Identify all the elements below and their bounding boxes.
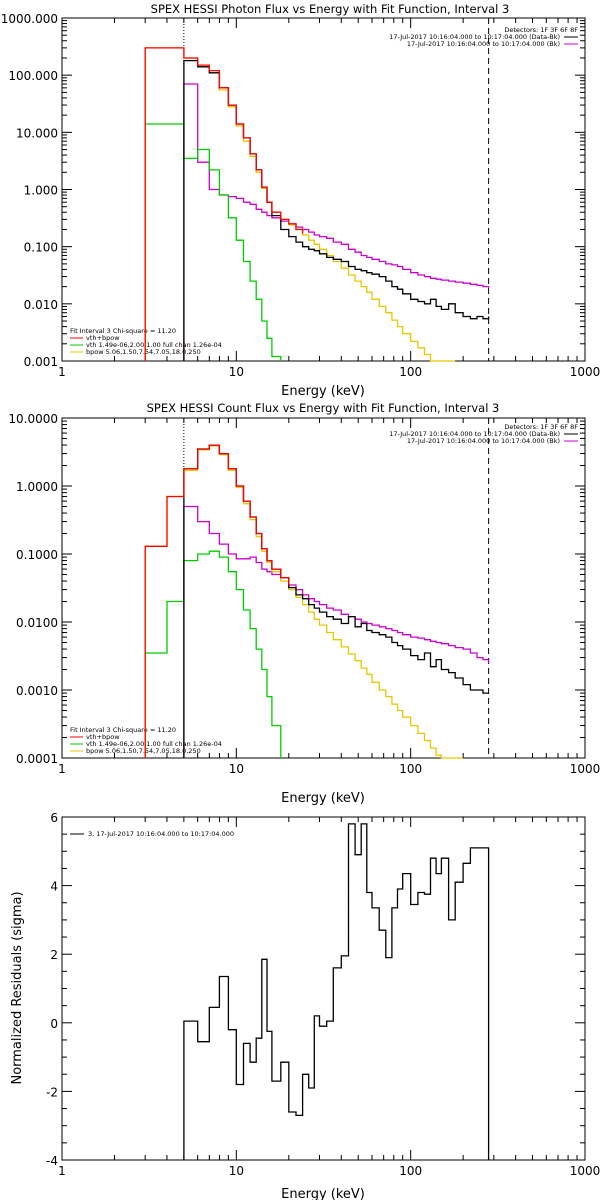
photon-flux-legend-bk: 17-Jul-2017 10:16:04.000 to 10:17:04.000… bbox=[407, 40, 560, 48]
count-flux-xtick-label: 100 bbox=[399, 762, 422, 776]
count-flux-title: SPEX HESSI Count Flux vs Energy with Fit… bbox=[147, 401, 500, 415]
photon-flux-panel: SPEX HESSI Photon Flux vs Energy with Fi… bbox=[61, 2, 586, 399]
count-flux-ytick-label: 0.0010 bbox=[16, 684, 58, 698]
photon-flux-legend-bpow: bpow 5.06,1.50,7.54,7.05,18.0,250 bbox=[86, 348, 201, 356]
count-flux-legend-bk: 17-Jul-2017 10:16:04.000 to 10:17:04.000… bbox=[407, 437, 560, 445]
residuals-ytick-label: 6 bbox=[50, 811, 58, 825]
count-flux-legend-detectors: Detectors: 1F 3F 6F 8F bbox=[504, 423, 578, 431]
photon-flux-xtick-label: 1 bbox=[58, 365, 66, 379]
photon-flux-ytick-label: 0.100 bbox=[24, 241, 58, 255]
residuals-xlabel: Energy (keV) bbox=[281, 1187, 365, 1200]
photon-flux-legend-bottom-left: Fit Interval 3 Chi-square = 11.20 vth+bp… bbox=[70, 327, 222, 356]
photon-flux-plot: 1 10 100 1000 0.001 0.010 0.100 1.000 10.000 100.… bbox=[1, 12, 600, 379]
photon-flux-xtick-label: 1000 bbox=[570, 365, 600, 379]
residuals-ytick-label: -4 bbox=[46, 1154, 58, 1168]
residuals-legend: 3, 17-Jul-2017 10:16:04.000 to 10:17:04.… bbox=[70, 830, 234, 838]
count-flux-series-total bbox=[144, 444, 290, 758]
photon-flux-series-vth bbox=[144, 123, 282, 361]
count-flux-ytick-label: 0.0100 bbox=[16, 616, 58, 630]
count-flux-series-bpow bbox=[144, 445, 464, 759]
residuals-plot: 1 10 100 1000 -4 -2 0 2 4 6 bbox=[46, 811, 600, 1178]
photon-flux-series-bpow bbox=[144, 47, 456, 362]
residuals-xtick-label: 1000 bbox=[570, 1164, 600, 1178]
residuals-ytick-label: -2 bbox=[46, 1085, 58, 1099]
photon-flux-ytick-label: 10.000 bbox=[16, 126, 58, 140]
photon-flux-xtick-label: 10 bbox=[229, 365, 244, 379]
count-flux-panel: SPEX HESSI Count Flux vs Energy with Fit… bbox=[61, 401, 586, 806]
photon-flux-legend-top-right: Detectors: 1F 3F 6F 8F 17-Jul-2017 10:16… bbox=[389, 26, 578, 48]
count-flux-xlabel: Energy (keV) bbox=[281, 791, 365, 806]
photon-flux-legend-detectors: Detectors: 1F 3F 6F 8F bbox=[504, 26, 578, 34]
photon-flux-legend-vth: vth 1.49e-06,2.00,1.00 full chan 1.26e-0… bbox=[86, 341, 222, 349]
residuals-ylabel: Normalized Residuals (sigma) bbox=[10, 891, 25, 1084]
count-flux-ytick-label: 0.1000 bbox=[16, 548, 58, 562]
photon-flux-ytick-label: 100.000 bbox=[8, 69, 58, 83]
residuals-xtick-label: 1 bbox=[58, 1164, 66, 1178]
count-flux-plot: 1 10 100 1000 0.0001 0.0010 0.0100 0.1000 1.0000… bbox=[8, 412, 600, 776]
photon-flux-legend-total: vth+bpow bbox=[86, 334, 120, 342]
residuals-xtick-label: 100 bbox=[399, 1164, 422, 1178]
photon-flux-ytick-label: 0.001 bbox=[24, 355, 58, 369]
count-flux-legend-fit: Fit Interval 3 Chi-square = 11.20 bbox=[70, 726, 176, 734]
photon-flux-legend-fit: Fit Interval 3 Chi-square = 11.20 bbox=[70, 327, 176, 335]
count-flux-ytick-label: 1.0000 bbox=[16, 480, 58, 494]
count-flux-series-background bbox=[183, 505, 490, 758]
residuals-ytick-label: 0 bbox=[50, 1017, 58, 1031]
photon-flux-ytick-label: 1.000 bbox=[24, 184, 58, 198]
photon-flux-series-background bbox=[183, 83, 490, 361]
count-flux-ytick-label: 10.0000 bbox=[8, 412, 58, 426]
residuals-xtick-label: 10 bbox=[229, 1164, 244, 1178]
count-flux-axes-frame bbox=[61, 417, 586, 759]
photon-flux-xlabel: Energy (keV) bbox=[281, 384, 365, 399]
count-flux-xtick-label: 10 bbox=[229, 762, 244, 776]
residuals-panel: Energy (keV) Normalized Residuals (sigma… bbox=[10, 816, 586, 1200]
count-flux-series-data bbox=[183, 444, 489, 758]
count-flux-legend-top-right: Detectors: 1F 3F 6F 8F 17-Jul-2017 10:16… bbox=[389, 423, 578, 445]
photon-flux-series-total bbox=[144, 47, 304, 361]
residuals-ytick-label: 4 bbox=[50, 880, 58, 894]
photon-flux-ytick-label: 1000.000 bbox=[1, 12, 58, 26]
photon-flux-axes-frame bbox=[61, 17, 586, 362]
residuals-axes-frame bbox=[61, 816, 586, 1161]
photon-flux-ytick-label: 0.010 bbox=[24, 298, 58, 312]
count-flux-legend-bpow: bpow 5.06,1.50,7.54,7.05,18.0,250 bbox=[86, 747, 201, 755]
count-flux-legend-total: vth+bpow bbox=[86, 733, 120, 741]
count-flux-xtick-label: 1 bbox=[58, 762, 66, 776]
photon-flux-legend-databk: 17-Jul-2017 10:16:04.000 to 10:17:04.000… bbox=[389, 33, 560, 41]
count-flux-legend-bottom-left: Fit Interval 3 Chi-square = 11.20 vth+bp… bbox=[70, 726, 222, 755]
count-flux-ytick-label: 0.0001 bbox=[16, 752, 58, 766]
count-flux-legend-vth: vth 1.49e-06,2.00,1.00 full chan 1.26e-0… bbox=[86, 740, 222, 748]
count-flux-xtick-label: 1000 bbox=[570, 762, 600, 776]
photon-flux-xtick-label: 100 bbox=[399, 365, 422, 379]
residuals-series-data bbox=[183, 823, 490, 1160]
photon-flux-title: SPEX HESSI Photon Flux vs Energy with Fi… bbox=[151, 2, 510, 16]
residuals-ytick-label: 2 bbox=[50, 948, 58, 962]
count-flux-legend-databk: 17-Jul-2017 10:16:04.000 to 10:17:04.000… bbox=[389, 430, 560, 438]
residuals-legend-label: 3, 17-Jul-2017 10:16:04.000 to 10:17:04.… bbox=[88, 830, 234, 838]
